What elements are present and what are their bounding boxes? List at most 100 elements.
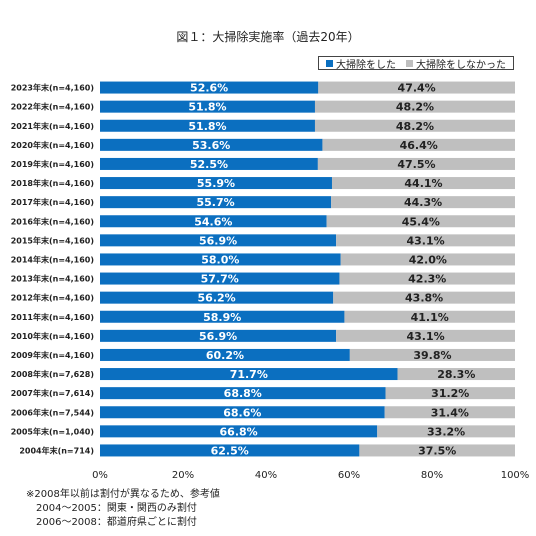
- category-label: 2023年末(n=4,160): [11, 83, 94, 93]
- bar-not-done: [340, 253, 515, 266]
- bar-not-done: [344, 310, 515, 323]
- data-label-not-done: 43.1%: [406, 330, 444, 343]
- category-label: 2008年末(n=7,628): [11, 369, 94, 379]
- data-label-not-done: 43.8%: [405, 292, 443, 305]
- chart-legend: 大掃除をした 大掃除をしなかった: [318, 56, 514, 71]
- data-label-done: 71.7%: [230, 368, 268, 381]
- bar-not-done: [384, 406, 515, 419]
- bar-not-done: [377, 425, 515, 438]
- data-label-done: 56.9%: [199, 234, 237, 247]
- legend-label-not-done: 大掃除をしなかった: [416, 59, 506, 71]
- data-label-not-done: 41.1%: [411, 311, 449, 324]
- category-label: 2007年末(n=7,614): [11, 388, 94, 398]
- note-line: 2006～2008：都道府県ごとに割付: [26, 517, 197, 528]
- category-label: 2011年末(n=4,160): [11, 312, 94, 322]
- data-label-done: 51.8%: [188, 101, 226, 114]
- data-label-not-done: 43.1%: [406, 234, 444, 247]
- bar-not-done: [349, 348, 515, 361]
- bar-not-done: [314, 100, 515, 113]
- legend-item-done: 大掃除をした: [326, 56, 396, 71]
- bar-not-done: [336, 234, 515, 247]
- data-label-not-done: 46.4%: [400, 139, 438, 152]
- data-label-not-done: 44.1%: [404, 177, 442, 190]
- x-tick-label: 100%: [501, 470, 530, 481]
- data-label-done: 52.6%: [190, 82, 228, 95]
- category-label: 2014年末(n=4,160): [11, 254, 94, 264]
- chart-notes: ※2008年以前は割付が異なるため、参考値 2004～2005：関東・関西のみ割…: [26, 488, 220, 530]
- x-tick-label: 60%: [338, 470, 360, 481]
- data-label-not-done: 31.4%: [431, 406, 469, 419]
- bar-not-done: [326, 215, 515, 228]
- data-label-done: 56.9%: [199, 330, 237, 343]
- data-label-not-done: 47.5%: [397, 158, 435, 171]
- bar-done: [100, 234, 337, 247]
- bar-not-done: [336, 329, 515, 342]
- data-label-done: 55.9%: [197, 177, 235, 190]
- category-label: 2013年末(n=4,160): [11, 274, 94, 284]
- legend-label-done: 大掃除をした: [336, 59, 396, 71]
- category-label: 2016年末(n=4,160): [11, 216, 94, 226]
- chart-title: 図１：大掃除実施率（過去20年）: [176, 30, 360, 44]
- data-label-not-done: 42.0%: [409, 253, 447, 266]
- bar-not-done: [331, 196, 515, 209]
- data-label-done: 57.7%: [201, 273, 239, 286]
- data-label-done: 62.5%: [211, 444, 249, 457]
- category-label: 2019年末(n=4,160): [11, 159, 94, 169]
- data-label-done: 68.6%: [223, 406, 261, 419]
- data-label-not-done: 45.4%: [402, 215, 440, 228]
- data-label-not-done: 44.3%: [404, 196, 442, 209]
- data-label-not-done: 48.2%: [396, 101, 434, 114]
- bar-not-done: [317, 157, 515, 170]
- legend-swatch-done: [326, 59, 333, 67]
- legend-item-not-done: 大掃除をしなかった: [406, 56, 506, 71]
- legend-swatch-not-done: [406, 59, 413, 67]
- bar-done: [100, 329, 337, 342]
- note-line: ※2008年以前は割付が異なるため、参考値: [26, 489, 220, 500]
- bar-done: [100, 196, 332, 209]
- data-label-not-done: 47.4%: [398, 82, 436, 95]
- bar-done: [100, 253, 341, 266]
- bar-done: [100, 100, 315, 113]
- category-label: 2004年末(n=714): [19, 445, 94, 455]
- data-label-done: 51.8%: [188, 120, 226, 133]
- bar-done: [100, 444, 360, 457]
- category-label: 2009年末(n=4,160): [11, 350, 94, 360]
- bar-done: [100, 310, 345, 323]
- note-line: 2004～2005：関東・関西のみ割付: [26, 503, 197, 514]
- data-label-done: 53.6%: [192, 139, 230, 152]
- data-label-not-done: 48.2%: [396, 120, 434, 133]
- bar-done: [100, 406, 385, 419]
- bar-not-done: [397, 368, 515, 381]
- bar-not-done: [314, 119, 515, 132]
- data-label-done: 66.8%: [220, 425, 258, 438]
- bar-done: [100, 291, 334, 304]
- data-label-done: 58.9%: [203, 311, 241, 324]
- data-label-not-done: 28.3%: [437, 368, 475, 381]
- data-label-not-done: 42.3%: [408, 273, 446, 286]
- bar-done: [100, 157, 318, 170]
- category-label: 2021年末(n=4,160): [11, 121, 94, 131]
- data-label-not-done: 33.2%: [427, 425, 465, 438]
- category-label: 2022年末(n=4,160): [11, 102, 94, 112]
- bar-not-done: [322, 138, 515, 151]
- bar-done: [100, 138, 323, 151]
- bar-done: [100, 177, 332, 190]
- data-label-done: 60.2%: [206, 349, 244, 362]
- x-tick-label: 0%: [92, 470, 108, 481]
- data-label-done: 56.2%: [198, 292, 236, 305]
- category-label: 2020年末(n=4,160): [11, 140, 94, 150]
- data-label-done: 58.0%: [201, 253, 239, 266]
- bar-not-done: [318, 81, 515, 94]
- category-label: 2017年末(n=4,160): [11, 197, 94, 207]
- data-label-not-done: 31.2%: [431, 387, 469, 400]
- x-tick-label: 80%: [421, 470, 443, 481]
- bar-done: [100, 425, 378, 438]
- category-label: 2005年末(n=1,040): [11, 426, 94, 436]
- bar-not-done: [331, 177, 515, 190]
- data-label-not-done: 39.8%: [413, 349, 451, 362]
- bar-not-done: [333, 291, 515, 304]
- data-label-done: 52.5%: [190, 158, 228, 171]
- data-label-done: 68.8%: [224, 387, 262, 400]
- data-label-done: 55.7%: [196, 196, 234, 209]
